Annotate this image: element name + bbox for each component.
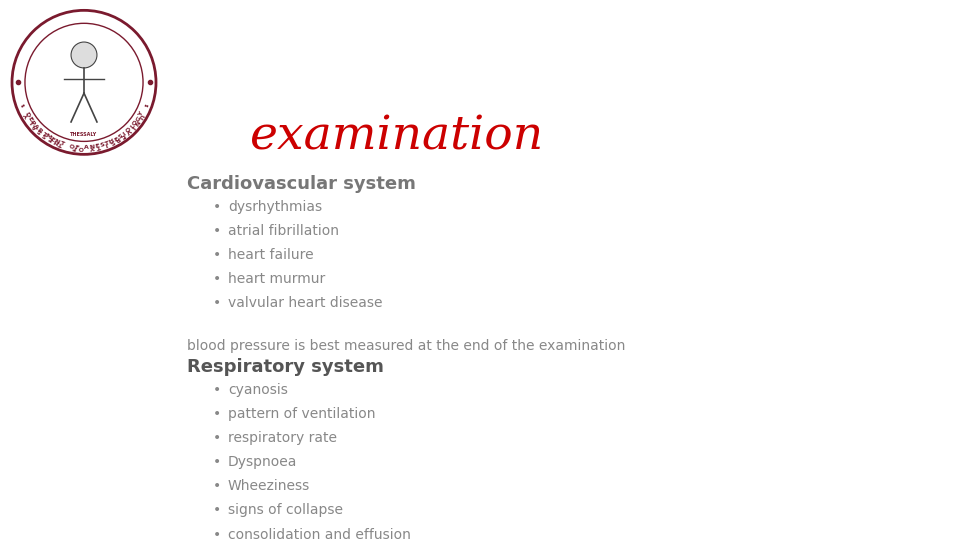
- Text: examination: examination: [251, 114, 544, 160]
- Text: •: •: [212, 480, 221, 494]
- Text: T: T: [59, 141, 64, 147]
- Text: valvular heart disease: valvular heart disease: [228, 296, 382, 310]
- Text: Y: Y: [138, 111, 145, 117]
- Text: •: •: [212, 431, 221, 445]
- Text: E: E: [47, 136, 54, 142]
- Text: •: •: [212, 200, 221, 214]
- Text: A: A: [84, 145, 89, 151]
- Text: O: O: [78, 145, 84, 151]
- Text: •: •: [212, 248, 221, 262]
- Text: L: L: [29, 118, 35, 125]
- Text: S: S: [36, 127, 43, 134]
- Text: E: E: [26, 116, 33, 122]
- Text: N: N: [132, 118, 140, 125]
- Text: consolidation and effusion: consolidation and effusion: [228, 528, 411, 540]
- Text: I: I: [104, 141, 108, 147]
- Text: •: •: [212, 383, 221, 397]
- Text: S: S: [117, 133, 124, 140]
- Text: signs of collapse: signs of collapse: [228, 503, 343, 517]
- Text: Y: Y: [91, 144, 96, 150]
- Text: S: S: [108, 138, 115, 145]
- Text: Respiratory system: Respiratory system: [187, 358, 384, 376]
- Text: respiratory rate: respiratory rate: [228, 431, 337, 445]
- Text: T: T: [104, 141, 109, 147]
- Text: A: A: [32, 123, 39, 130]
- Text: E: E: [94, 144, 100, 150]
- Text: F: F: [74, 145, 79, 150]
- Text: L: L: [129, 124, 135, 130]
- Text: •: •: [212, 272, 221, 286]
- Text: S: S: [42, 132, 48, 138]
- Text: V: V: [125, 127, 132, 134]
- Circle shape: [71, 42, 97, 68]
- Text: E: E: [120, 132, 126, 138]
- Text: •: •: [212, 296, 221, 310]
- Text: H: H: [53, 138, 60, 145]
- Text: I: I: [122, 131, 127, 137]
- Text: Dyspnoea: Dyspnoea: [228, 455, 298, 469]
- Text: U: U: [136, 113, 143, 120]
- Text: R: R: [36, 127, 43, 134]
- Text: •: •: [212, 407, 221, 421]
- Text: •: •: [19, 102, 26, 107]
- Text: N: N: [53, 138, 60, 145]
- Text: R: R: [114, 135, 121, 142]
- Text: S: S: [99, 143, 105, 148]
- Text: THESSALY: THESSALY: [70, 132, 98, 137]
- Text: Wheeziness: Wheeziness: [228, 480, 310, 494]
- Text: E: E: [113, 136, 119, 143]
- Text: •: •: [212, 224, 221, 238]
- Text: P: P: [29, 119, 36, 126]
- Text: •: •: [212, 528, 221, 540]
- Text: •: •: [142, 102, 149, 107]
- Text: T: T: [60, 141, 65, 147]
- Text: M: M: [43, 133, 52, 140]
- Text: E: E: [49, 136, 55, 143]
- Text: dysrhythmias: dysrhythmias: [228, 200, 322, 214]
- Text: N: N: [88, 145, 95, 150]
- Text: blood pressure is best measured at the end of the examination: blood pressure is best measured at the e…: [187, 339, 625, 353]
- Text: heart murmur: heart murmur: [228, 272, 325, 286]
- Text: O: O: [68, 144, 74, 150]
- Text: atrial fibrillation: atrial fibrillation: [228, 224, 339, 238]
- Text: •: •: [212, 503, 221, 517]
- Text: •: •: [212, 455, 221, 469]
- Text: D: D: [23, 111, 30, 118]
- Text: heart failure: heart failure: [228, 248, 314, 262]
- Text: O: O: [125, 127, 132, 134]
- Text: I: I: [130, 124, 135, 129]
- Text: pattern of ventilation: pattern of ventilation: [228, 407, 375, 421]
- Text: F: F: [72, 144, 77, 150]
- Text: A: A: [33, 123, 39, 130]
- Text: cyanosis: cyanosis: [228, 383, 288, 397]
- Text: H: H: [108, 138, 115, 145]
- Text: •: •: [142, 102, 149, 107]
- Text: Y: Y: [25, 113, 32, 119]
- Text: Cardiovascular system: Cardiovascular system: [187, 175, 416, 193]
- Text: •: •: [19, 102, 26, 107]
- Text: T: T: [40, 131, 46, 137]
- Text: T: T: [97, 143, 103, 149]
- Text: O: O: [132, 119, 139, 126]
- Text: G: G: [135, 115, 142, 122]
